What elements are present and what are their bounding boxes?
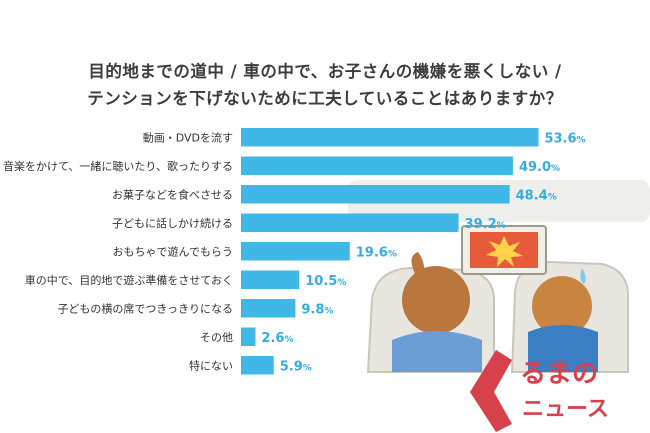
sweat-drop-icon xyxy=(580,268,586,284)
bar xyxy=(241,128,539,147)
bar xyxy=(241,356,274,375)
child-ponytail xyxy=(411,252,425,278)
value-label: 49.0% xyxy=(519,160,560,175)
bar xyxy=(241,270,300,289)
kuruma-news-logo: るまの ニュース xyxy=(470,350,609,432)
bar xyxy=(241,242,350,261)
chart-title-line2: テンションを下げないために工夫していることはありますか？ xyxy=(87,89,563,108)
category-label: 子どもの横の席でつきっきりになる xyxy=(57,301,233,315)
bar xyxy=(241,213,459,232)
category-labels: 動画・DVDを流す音楽をかけて、一緒に聴いたり、歌ったりするお菓子などを食べさせ… xyxy=(3,130,233,372)
category-label: 子どもに話しかけ続ける xyxy=(112,216,233,230)
bar xyxy=(241,299,296,318)
value-label: 39.2% xyxy=(465,217,506,232)
chart-title-line1: 目的地までの道中 / 車の中で、お子さんの機嫌を悪くしない / xyxy=(88,62,562,81)
category-label: 動画・DVDを流す xyxy=(143,130,233,144)
value-label: 9.8% xyxy=(301,302,333,317)
value-label: 53.6% xyxy=(544,131,585,146)
bar xyxy=(241,156,513,175)
logo-text-line2: ニュース xyxy=(522,397,609,422)
child-head-left xyxy=(402,266,470,334)
value-labels: 53.6% 49.0% 48.4% 39.2% 19.6% 10.5% 9.8% 2.6% 5.… xyxy=(261,131,585,374)
bar xyxy=(241,185,510,204)
child-shirt-left xyxy=(392,331,482,372)
value-label: 48.4% xyxy=(516,188,557,203)
child-head-right xyxy=(532,276,592,336)
bars xyxy=(241,128,539,375)
logo-text-line1: るまの xyxy=(520,359,598,389)
value-label: 19.6% xyxy=(356,245,397,260)
car-illustration xyxy=(348,180,650,373)
value-label: 10.5% xyxy=(305,274,346,289)
value-label: 5.9% xyxy=(280,359,312,374)
explosion-icon xyxy=(486,236,523,267)
category-label: お菓子などを食べさせる xyxy=(112,187,233,201)
category-label: 車の中で、目的地で遊ぶ準備をさせておく xyxy=(25,273,233,287)
child-shirt-right xyxy=(528,325,598,372)
logo-mark-icon xyxy=(470,350,512,432)
category-label: 特にない xyxy=(189,358,233,372)
category-label: その他 xyxy=(200,331,233,344)
category-label: おもちゃで遊んでもらう xyxy=(113,244,233,258)
category-label: 音楽をかけて、一緒に聴いたり、歌ったりする xyxy=(3,159,233,173)
bar xyxy=(241,327,256,346)
value-label: 2.6% xyxy=(261,331,293,346)
